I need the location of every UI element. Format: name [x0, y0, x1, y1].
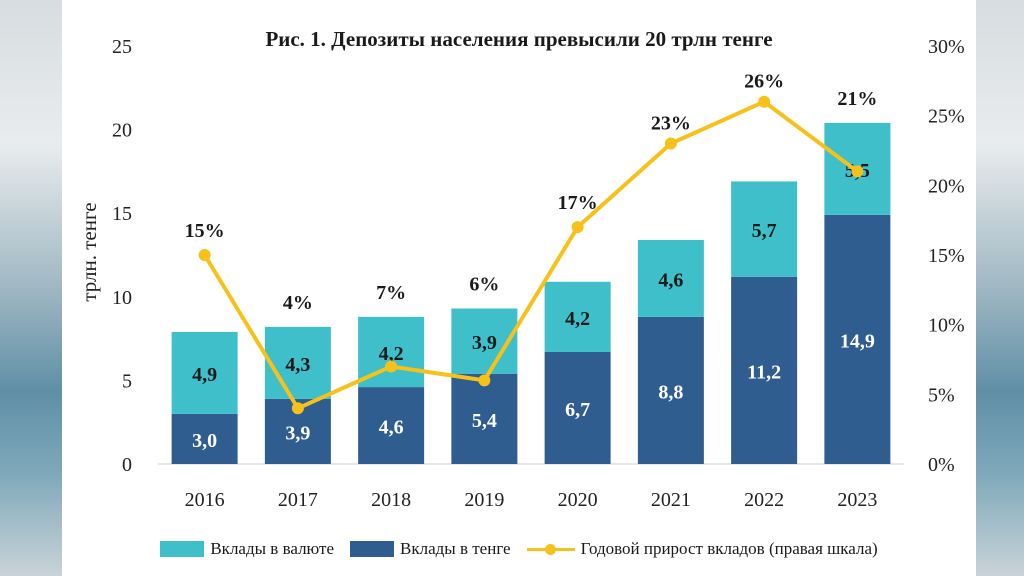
legend-item-growth: Годовой прирост вкладов (правая шкала): [526, 539, 878, 559]
y-tick-label: 10: [112, 287, 132, 309]
bar-label-currency: 4,9: [192, 364, 217, 386]
growth-point: [851, 165, 864, 178]
y2-tick-label: 0%: [928, 454, 955, 476]
growth-point: [385, 360, 398, 373]
bar-tenge: [451, 373, 518, 464]
bar-label-currency: 4,2: [379, 343, 404, 365]
growth-point: [664, 137, 677, 150]
chart-card: Рис. 1. Депозиты населения превысили 20 …: [62, 0, 976, 576]
bar-currency: [544, 281, 611, 352]
growth-label: 4%: [283, 292, 313, 314]
y-tick-label: 0: [122, 454, 132, 476]
growth-point: [291, 402, 304, 415]
legend-label-growth: Годовой прирост вкладов (правая шкала): [580, 539, 878, 558]
x-tick-label: 2018: [371, 489, 411, 511]
growth-label: 26%: [744, 71, 784, 93]
legend-swatch-growth: [526, 541, 575, 557]
bar-currency: [637, 239, 704, 317]
bar-label-currency: 3,9: [472, 332, 497, 354]
bar-label-currency: 4,6: [658, 269, 683, 291]
y2-tick-label: 10%: [928, 315, 965, 337]
stacked-bar-line-chart: Рис. 1. Депозиты населения превысили 20 …: [77, 27, 965, 511]
y-tick-label: 5: [122, 370, 132, 392]
y-tick-label: 20: [112, 120, 132, 142]
bar-label-currency: 4,2: [565, 308, 590, 330]
legend-label-tenge: Вклады в тенге: [400, 539, 511, 558]
y2-tick-label: 15%: [928, 245, 965, 267]
bar-label-currency: 5,7: [752, 220, 777, 242]
x-tick-label: 2023: [837, 489, 877, 511]
bar-label-tenge: 8,8: [658, 381, 683, 403]
chart-legend: Вклады в валюте Вклады в тенге Годовой п…: [62, 532, 976, 566]
growth-point: [571, 221, 584, 234]
bar-currency: [731, 181, 798, 277]
growth-line: [202, 99, 859, 411]
growth-label: 21%: [837, 88, 877, 110]
bar-tenge: [824, 214, 891, 464]
x-tick-label: 2022: [744, 489, 784, 511]
bar-label-tenge: 3,0: [192, 430, 217, 452]
legend-item-currency: Вклады в валюте: [160, 539, 334, 559]
bar-label-tenge: 3,9: [285, 422, 310, 444]
bar-tenge: [171, 413, 238, 464]
y2-tick-label: 5%: [928, 384, 955, 406]
growth-label: 7%: [376, 282, 406, 304]
chart-title: Рис. 1. Депозиты населения превысили 20 …: [265, 27, 772, 51]
legend-item-tenge: Вклады в тенге: [350, 539, 511, 559]
y-axis-label: трлн. тенге: [77, 202, 101, 301]
legend-label-currency: Вклады в валюте: [210, 539, 335, 558]
y2-tick-label: 30%: [928, 36, 965, 58]
y2-tick-label: 20%: [928, 175, 965, 197]
bar-currency: [264, 326, 331, 399]
x-tick-label: 2021: [651, 489, 691, 511]
legend-swatch-currency: [160, 541, 205, 557]
growth-label: 17%: [558, 192, 598, 214]
x-tick-label: 2020: [558, 489, 598, 511]
bar-label-tenge: 14,9: [840, 330, 875, 352]
bar-tenge: [731, 276, 798, 464]
y2-tick-label: 25%: [928, 106, 965, 128]
bar-label-tenge: 6,7: [565, 399, 590, 421]
bar-label-currency: 4,3: [285, 354, 310, 376]
growth-point: [758, 95, 771, 108]
bar-label-tenge: 11,2: [747, 361, 781, 383]
legend-swatch-tenge: [350, 541, 395, 557]
growth-point: [478, 374, 491, 387]
bar-tenge: [544, 351, 611, 464]
bar-label-tenge: 4,6: [379, 417, 404, 439]
growth-label: 23%: [651, 113, 691, 135]
growth-label: 15%: [185, 220, 225, 242]
bar-currency: [171, 331, 238, 414]
y-tick-label: 15: [112, 203, 132, 225]
x-tick-label: 2019: [464, 489, 504, 511]
bar-label-tenge: 5,4: [472, 410, 497, 432]
y-tick-label: 25: [112, 36, 132, 58]
growth-label: 6%: [469, 274, 499, 296]
bar-tenge: [358, 387, 425, 464]
growth-point: [198, 249, 211, 261]
x-tick-label: 2017: [278, 489, 318, 511]
x-tick-label: 2016: [185, 489, 225, 511]
background-left-blur: [0, 0, 62, 576]
bar-tenge: [637, 316, 704, 464]
